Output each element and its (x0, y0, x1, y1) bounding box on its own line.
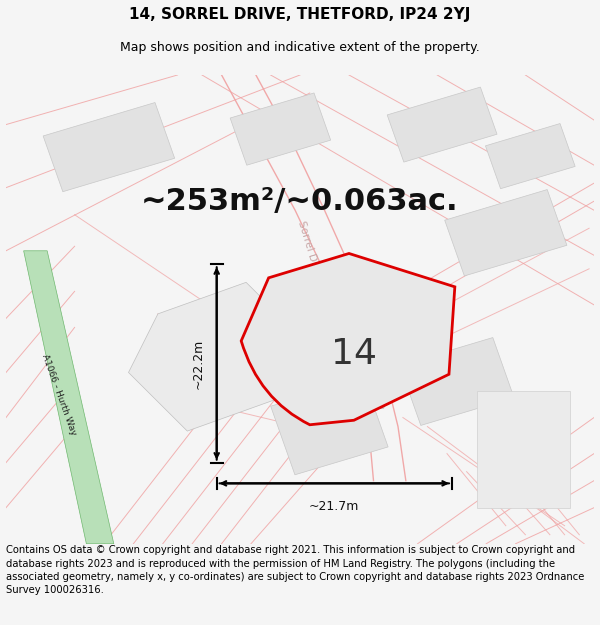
Polygon shape (128, 282, 305, 431)
Text: 14: 14 (331, 338, 377, 371)
Polygon shape (477, 391, 570, 508)
Text: Sorrel Drive: Sorrel Drive (296, 220, 323, 282)
Text: Contains OS data © Crown copyright and database right 2021. This information is : Contains OS data © Crown copyright and d… (6, 545, 584, 595)
Polygon shape (271, 378, 388, 475)
Polygon shape (387, 87, 497, 162)
Text: A1066 - Hurth Way: A1066 - Hurth Way (40, 353, 78, 437)
PathPatch shape (241, 254, 455, 425)
Text: 14, SORREL DRIVE, THETFORD, IP24 2YJ: 14, SORREL DRIVE, THETFORD, IP24 2YJ (130, 7, 470, 22)
Polygon shape (400, 338, 514, 426)
Polygon shape (485, 124, 575, 189)
Text: ~21.7m: ~21.7m (309, 499, 359, 512)
Polygon shape (43, 102, 175, 192)
Polygon shape (23, 251, 114, 544)
Text: ~253m²/~0.063ac.: ~253m²/~0.063ac. (141, 187, 459, 216)
Polygon shape (261, 282, 418, 409)
Text: Map shows position and indicative extent of the property.: Map shows position and indicative extent… (120, 41, 480, 54)
Text: ~22.2m: ~22.2m (192, 338, 205, 389)
Polygon shape (230, 93, 331, 165)
Polygon shape (445, 189, 567, 276)
